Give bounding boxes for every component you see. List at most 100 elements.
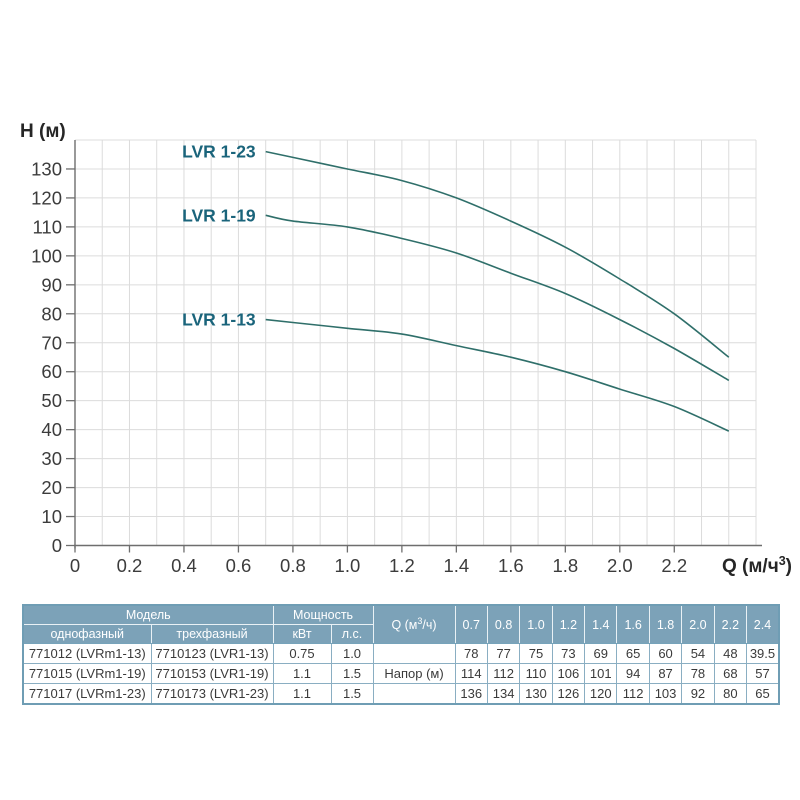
head-value-cell: 48 bbox=[713, 643, 748, 664]
single-phase-model: 771015 (LVRm1-19) bbox=[22, 663, 152, 684]
y-tick-label: 130 bbox=[31, 158, 62, 179]
table-row: 771015 (LVRm1-19) 7710153 (LVR1-19) 1.1 1.5… bbox=[22, 663, 780, 684]
head-value-cell: 65 bbox=[746, 683, 780, 705]
head-value-cell: 60 bbox=[648, 643, 683, 664]
x-tick-label: 0.8 bbox=[280, 555, 306, 576]
head-value-cell: 114 bbox=[454, 663, 488, 684]
three-phase-model: 7710153 (LVR1-19) bbox=[150, 663, 274, 684]
curve-lvr-1-19 bbox=[265, 214, 730, 382]
single-phase-model: 771012 (LVRm1-13) bbox=[22, 643, 152, 664]
head-value-cell: 126 bbox=[551, 683, 586, 705]
q-value-header: 1.0 bbox=[519, 604, 553, 644]
y-tick-label: 100 bbox=[31, 245, 62, 266]
single-phase-header: однофазный bbox=[22, 624, 152, 644]
head-value-cell: 78 bbox=[681, 663, 715, 684]
q-flow-header-sup: 3 bbox=[417, 615, 423, 626]
power-kw: 1.1 bbox=[272, 683, 332, 705]
q-value-header: 1.8 bbox=[648, 604, 683, 644]
x-tick-label: 1.6 bbox=[498, 555, 524, 576]
x-tick-label: 0 bbox=[70, 555, 80, 576]
y-tick-label: 120 bbox=[31, 187, 62, 208]
q-value-header: 0.7 bbox=[454, 604, 488, 644]
hp-header: л.с. bbox=[330, 624, 374, 644]
y-tick-label: 40 bbox=[41, 419, 62, 440]
head-value-cell: 39.5 bbox=[746, 643, 780, 664]
head-value-cell: 73 bbox=[551, 643, 586, 664]
head-value-cell: 120 bbox=[584, 683, 618, 705]
x-tick-label: 0.2 bbox=[117, 555, 143, 576]
x-tick-label: 2.0 bbox=[607, 555, 633, 576]
y-tick-label: 20 bbox=[41, 477, 62, 498]
curve-lvr-1-23 bbox=[265, 150, 730, 358]
grid-lines bbox=[74, 139, 757, 546]
x-tick-label: 2.2 bbox=[661, 555, 687, 576]
head-value-cell: 92 bbox=[681, 683, 715, 705]
q-value-header: 2.2 bbox=[713, 604, 748, 644]
x-tick-label: 0.4 bbox=[171, 555, 197, 576]
x-tick-label: 1.8 bbox=[552, 555, 578, 576]
pump-spec-table: Модель Мощность Q (м3/ч) 0.7 0.8 1.0 1.2 1.4… bbox=[22, 604, 780, 705]
q-value-header: 1.4 bbox=[584, 604, 618, 644]
head-value-cell: 57 bbox=[746, 663, 780, 684]
head-row-label bbox=[372, 643, 456, 664]
pump-performance-chart: 0 0.2 0.4 0.6 0.8 1.0 1.2 1.4 1.6 1.8 2.0 2.2 0 10 20 3… bbox=[20, 121, 792, 577]
power-hp: 1.5 bbox=[330, 663, 374, 684]
y-tick-label: 30 bbox=[41, 448, 62, 469]
y-tick-label: 110 bbox=[33, 216, 63, 237]
q-flow-header-text: /ч) bbox=[422, 617, 437, 632]
x-tick-labels: 0 0.2 0.4 0.6 0.8 1.0 1.2 1.4 1.6 1.8 2.0 2.2 bbox=[70, 545, 687, 576]
head-value-cell: 65 bbox=[616, 643, 650, 664]
three-phase-model: 7710123 (LVR1-13) bbox=[150, 643, 274, 664]
head-value-cell: 112 bbox=[486, 663, 521, 684]
head-value-cell: 69 bbox=[584, 643, 618, 664]
head-value-cell: 68 bbox=[713, 663, 748, 684]
table-row: 771012 (LVRm1-13) 7710123 (LVR1-13) 0.75 1.… bbox=[22, 643, 780, 664]
head-value-cell: 103 bbox=[648, 683, 683, 705]
table-header-row-columns: однофазный трехфазный кВт л.с. bbox=[22, 624, 779, 644]
x-tick-label: 0.6 bbox=[226, 555, 252, 576]
head-value-cell: 75 bbox=[519, 643, 553, 664]
kw-header: кВт bbox=[272, 624, 332, 644]
table-header-row-groups: Модель Мощность Q (м3/ч) 0.7 0.8 1.0 1.2 1.4… bbox=[22, 604, 780, 644]
q-flow-header: Q (м3/ч) bbox=[372, 604, 456, 644]
head-value-cell: 94 bbox=[616, 663, 650, 684]
x-tick-label: 1.0 bbox=[335, 555, 361, 576]
q-value-header: 1.6 bbox=[616, 604, 650, 644]
head-value-cell: 110 bbox=[519, 663, 553, 684]
head-value-cell: 77 bbox=[486, 643, 521, 664]
single-phase-model: 771017 (LVRm1-23) bbox=[22, 683, 152, 705]
head-value-cell: 134 bbox=[486, 683, 521, 705]
head-value-cell: 130 bbox=[519, 683, 553, 705]
head-value-cell: 101 bbox=[584, 663, 618, 684]
head-row-label bbox=[372, 683, 456, 705]
head-value-cell: 87 bbox=[648, 663, 683, 684]
power-kw: 0.75 bbox=[272, 643, 332, 664]
head-value-cell: 80 bbox=[713, 683, 748, 705]
y-tick-label: 0 bbox=[52, 535, 62, 556]
y-axis-label: H (м) bbox=[20, 121, 66, 142]
y-tick-label: 80 bbox=[41, 303, 62, 324]
x-tick-label: 1.4 bbox=[444, 555, 470, 576]
y-tick-label: 90 bbox=[41, 274, 62, 295]
curve-label-lvr-1-23: LVR 1-23 bbox=[182, 142, 256, 162]
curve-lvr-1-13 bbox=[265, 318, 730, 432]
y-tick-label: 50 bbox=[41, 390, 62, 411]
y-tick-label: 60 bbox=[41, 361, 62, 382]
three-phase-header: трехфазный bbox=[150, 624, 274, 644]
power-hp: 1.0 bbox=[330, 643, 374, 664]
curve-label-lvr-1-13: LVR 1-13 bbox=[182, 310, 256, 330]
three-phase-model: 7710173 (LVR1-23) bbox=[150, 683, 274, 705]
head-row-label: Напор (м) bbox=[372, 663, 456, 684]
q-value-header: 0.8 bbox=[486, 604, 521, 644]
head-value-cell: 78 bbox=[454, 643, 488, 664]
head-value-cell: 54 bbox=[681, 643, 715, 664]
table-row: 771017 (LVRm1-23) 7710173 (LVR1-23) 1.1 1.5… bbox=[22, 683, 780, 705]
head-value-cell: 136 bbox=[454, 683, 488, 705]
power-kw: 1.1 bbox=[272, 663, 332, 684]
power-hp: 1.5 bbox=[330, 683, 374, 705]
y-tick-labels: 0 10 20 30 40 50 60 70 80 90 100 110 120 130 bbox=[31, 158, 75, 556]
q-value-header: 2.0 bbox=[681, 604, 715, 644]
x-axis-label: Q (м/ч3) bbox=[722, 554, 792, 577]
y-tick-label: 70 bbox=[41, 332, 62, 353]
power-group-header: Мощность bbox=[272, 604, 374, 625]
